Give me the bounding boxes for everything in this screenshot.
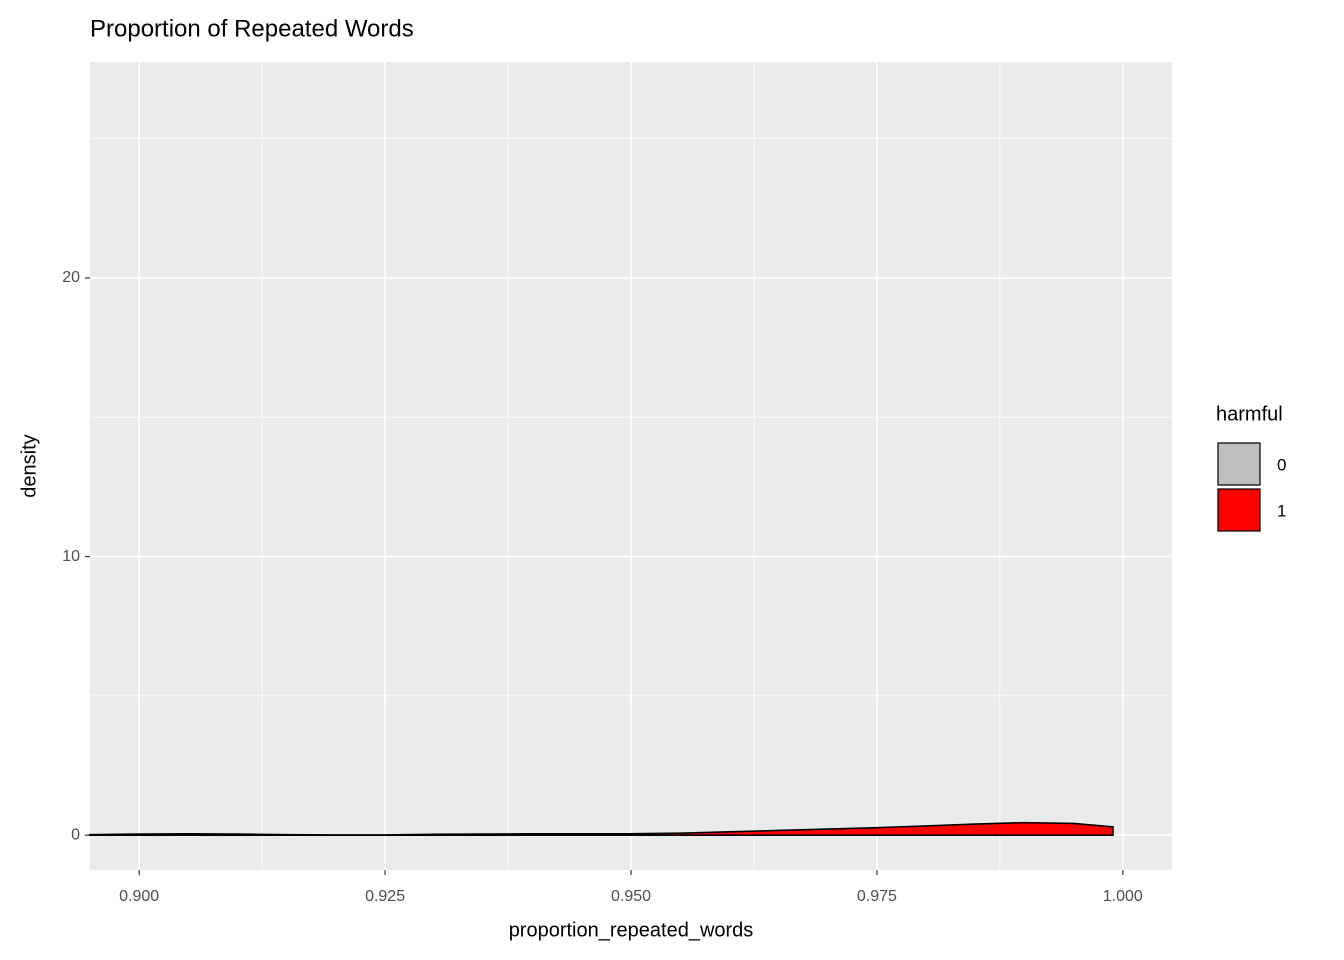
legend-label: 1 [1277,501,1286,520]
x-tick-label: 0.925 [365,888,405,905]
x-tick-label: 0.950 [611,888,651,905]
density-area [630,821,1114,836]
legend-title: harmful [1216,403,1283,425]
legend-key [1217,488,1261,532]
chart-title: Proportion of Repeated Words [90,15,414,42]
x-axis-label: proportion_repeated_words [509,919,754,941]
x-tick-label: 0.900 [119,888,159,905]
y-axis-label: density [18,434,40,497]
y-tick-label: 20 [62,269,80,286]
legend-label: 0 [1277,455,1286,474]
y-tick-label: 10 [62,548,80,565]
density-area [89,832,632,836]
y-tick-label: 0 [71,826,80,843]
legend-key [1217,442,1261,486]
x-tick-label: 0.975 [857,888,897,905]
x-tick-label: 1.000 [1103,888,1143,905]
